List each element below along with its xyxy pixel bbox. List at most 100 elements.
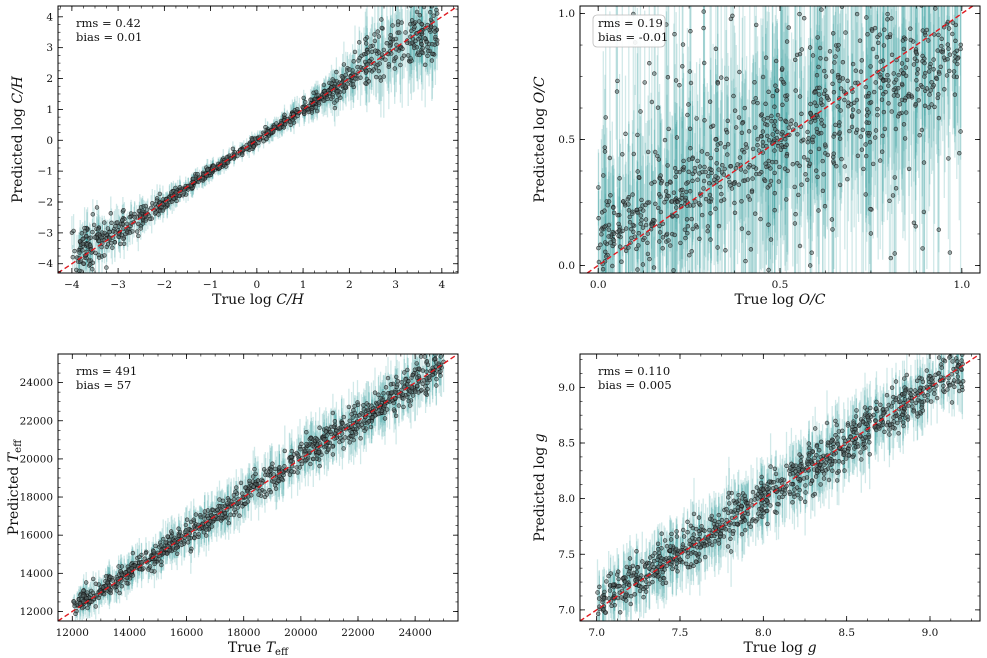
data-point bbox=[127, 215, 132, 220]
data-point bbox=[797, 243, 803, 249]
data-point bbox=[665, 163, 670, 168]
data-point bbox=[90, 212, 96, 217]
data-point bbox=[656, 192, 662, 197]
data-point bbox=[74, 255, 80, 260]
data-point bbox=[953, 38, 958, 43]
data-point bbox=[743, 169, 748, 174]
data-point bbox=[727, 179, 732, 185]
data-point bbox=[388, 32, 393, 38]
data-point bbox=[929, 102, 934, 107]
data-point bbox=[124, 229, 130, 234]
data-point bbox=[421, 6, 427, 10]
data-point bbox=[937, 71, 942, 76]
data-point bbox=[724, 76, 729, 82]
data-point bbox=[425, 53, 430, 58]
data-point bbox=[808, 119, 813, 125]
data-point bbox=[150, 201, 155, 206]
data-point bbox=[947, 68, 952, 74]
data-point bbox=[671, 190, 677, 195]
data-point bbox=[701, 9, 706, 14]
data-point bbox=[882, 126, 888, 132]
data-point bbox=[364, 41, 369, 46]
data-point bbox=[927, 0, 931, 4]
data-point bbox=[85, 605, 90, 611]
data-point bbox=[950, 31, 955, 37]
data-point bbox=[689, 216, 694, 222]
data-point bbox=[916, 98, 921, 103]
data-point bbox=[885, 35, 890, 40]
data-point bbox=[759, 112, 764, 117]
data-point bbox=[829, 69, 835, 74]
data-point bbox=[911, 220, 917, 226]
data-point bbox=[878, 59, 883, 64]
data-point bbox=[889, 109, 894, 114]
data-point bbox=[951, 74, 957, 79]
data-point bbox=[90, 267, 95, 272]
data-point bbox=[770, 132, 775, 137]
data-point bbox=[115, 220, 120, 225]
data-point bbox=[173, 190, 179, 195]
data-point bbox=[384, 40, 389, 46]
data-point bbox=[765, 115, 770, 121]
data-point bbox=[143, 203, 149, 209]
data-point bbox=[287, 119, 293, 124]
data-point bbox=[77, 268, 82, 273]
data-point bbox=[158, 208, 163, 214]
data-point bbox=[795, 132, 800, 137]
data-point bbox=[643, 217, 649, 222]
data-point bbox=[426, 41, 432, 47]
data-point bbox=[311, 90, 316, 96]
data-point bbox=[658, 173, 663, 178]
y-tick-label: −4 bbox=[38, 258, 54, 270]
data-point bbox=[897, 102, 903, 107]
data-point bbox=[877, 32, 882, 37]
data-point bbox=[429, 58, 435, 63]
data-point bbox=[813, 89, 818, 95]
data-point bbox=[780, 79, 786, 85]
data-point bbox=[775, 112, 781, 118]
data-point bbox=[422, 35, 427, 41]
data-point bbox=[931, 67, 936, 72]
data-point bbox=[817, 45, 823, 51]
x-tick-label: −3 bbox=[110, 279, 125, 291]
data-point bbox=[372, 38, 378, 44]
data-point bbox=[706, 199, 712, 204]
data-point bbox=[722, 145, 728, 150]
data-point bbox=[891, 93, 897, 98]
data-point bbox=[725, 118, 730, 124]
data-point bbox=[238, 480, 244, 486]
data-point bbox=[890, 193, 896, 198]
data-point bbox=[859, 147, 865, 152]
data-point bbox=[99, 230, 105, 235]
data-point bbox=[710, 123, 716, 129]
data-point bbox=[786, 125, 791, 130]
data-point bbox=[944, 73, 950, 78]
data-point bbox=[825, 152, 830, 158]
y-tick-label: 0.0 bbox=[558, 260, 575, 272]
data-point bbox=[797, 11, 802, 17]
data-point bbox=[755, 100, 760, 106]
data-point bbox=[428, 17, 434, 22]
data-point bbox=[406, 53, 411, 58]
data-point bbox=[928, 0, 932, 2]
data-point bbox=[684, 217, 690, 222]
data-point bbox=[750, 146, 756, 152]
data-point bbox=[657, 230, 663, 235]
data-point bbox=[73, 611, 78, 616]
data-point bbox=[908, 26, 913, 31]
data-point bbox=[601, 173, 606, 178]
y-tick-label: 2 bbox=[46, 73, 53, 85]
data-point bbox=[873, 128, 879, 133]
data-point bbox=[926, 38, 931, 43]
data-point bbox=[705, 174, 711, 179]
data-point bbox=[369, 49, 375, 54]
data-point bbox=[616, 221, 621, 227]
data-point bbox=[695, 177, 700, 182]
data-point bbox=[689, 249, 694, 254]
data-point bbox=[899, 97, 905, 103]
data-point bbox=[630, 211, 635, 216]
data-point bbox=[662, 137, 668, 143]
data-point bbox=[393, 36, 399, 42]
data-point bbox=[379, 25, 384, 31]
data-point bbox=[856, 109, 861, 114]
